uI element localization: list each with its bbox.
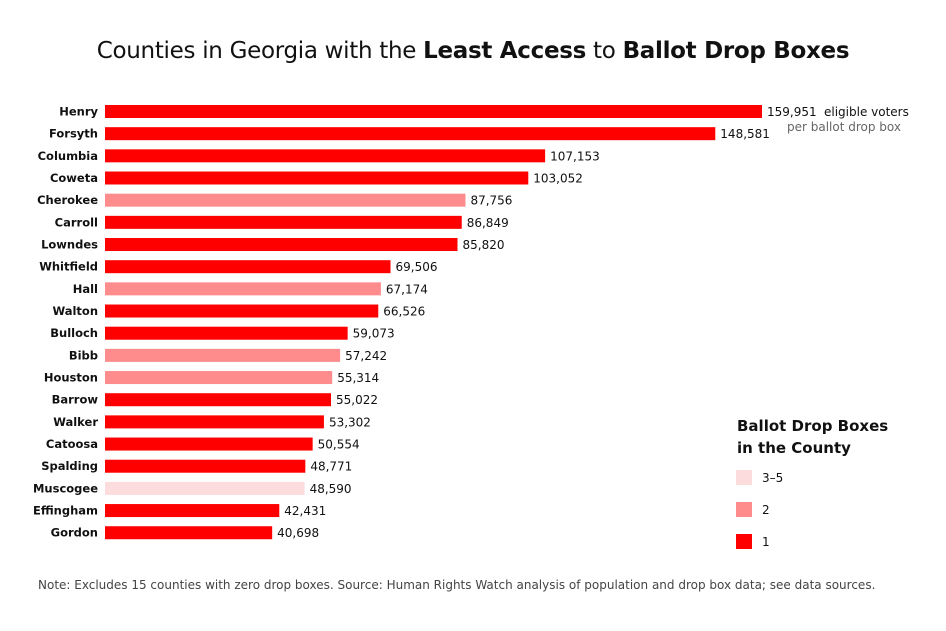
category-label: Columbia — [38, 149, 98, 163]
value-label: 55,314 — [337, 371, 379, 385]
legend-label: 3–5 — [762, 471, 783, 485]
value-label: 40,698 — [277, 526, 319, 540]
bar — [105, 371, 333, 385]
category-label: Cherokee — [37, 193, 98, 207]
legend-swatch — [736, 502, 752, 517]
value-label: 66,526 — [383, 305, 425, 319]
value-label: 86,849 — [467, 216, 509, 230]
bar — [105, 127, 716, 141]
legend-swatch — [736, 534, 752, 549]
bar — [105, 526, 273, 540]
value-label: 159,951 — [767, 105, 817, 119]
value-label: 59,073 — [353, 327, 395, 341]
category-label: Lowndes — [41, 238, 98, 252]
bar — [105, 304, 379, 318]
category-label: Gordon — [51, 526, 98, 540]
value-label: 67,174 — [386, 282, 428, 296]
unit-label-line2: per ballot drop box — [787, 120, 901, 134]
bar — [105, 282, 381, 296]
bar — [105, 171, 529, 185]
category-label: Hall — [73, 282, 98, 296]
value-label: 57,242 — [345, 349, 387, 363]
title-part-bold: Least Access — [423, 38, 587, 64]
value-label: 50,554 — [318, 438, 360, 452]
legend-swatch — [736, 470, 752, 485]
bar — [105, 215, 462, 229]
value-label: 148,581 — [720, 127, 770, 141]
value-label: 69,506 — [395, 260, 437, 274]
bar — [105, 437, 313, 451]
value-label: 103,052 — [533, 172, 583, 186]
category-label: Bibb — [69, 348, 98, 362]
bar — [105, 348, 341, 362]
bar — [105, 459, 306, 473]
value-label: 48,771 — [310, 460, 352, 474]
legend-title-line2: in the County — [737, 439, 851, 457]
bar — [105, 149, 546, 163]
legend-label: 1 — [762, 535, 770, 549]
category-label: Houston — [44, 371, 98, 385]
legend-label: 2 — [762, 503, 770, 517]
legend-title-line1: Ballot Drop Boxes — [737, 417, 888, 435]
title-part-bold: Ballot Drop Boxes — [622, 38, 850, 64]
category-label: Effingham — [33, 504, 98, 518]
category-label: Muscogee — [33, 481, 98, 495]
legend: Ballot Drop Boxes in the County 3–5 2 1 — [736, 417, 888, 549]
value-label: 53,302 — [329, 415, 371, 429]
category-label: Bulloch — [50, 326, 98, 340]
category-label: Walker — [53, 415, 98, 429]
category-label: Barrow — [52, 393, 99, 407]
category-label: Spalding — [41, 459, 98, 473]
value-label: 48,590 — [310, 482, 352, 496]
bar — [105, 481, 305, 495]
unit-label: eligible voters — [824, 105, 909, 119]
bar — [105, 504, 280, 518]
bar — [105, 326, 348, 340]
title-part: Counties in Georgia with the — [96, 38, 424, 64]
title-part: to — [586, 38, 623, 64]
value-label: 107,153 — [550, 149, 600, 163]
category-label: Carroll — [55, 215, 98, 229]
chart-title: Counties in Georgia with the Least Acces… — [0, 38, 946, 64]
bar — [105, 193, 466, 207]
value-label: 85,820 — [463, 238, 505, 252]
category-label: Walton — [52, 304, 98, 318]
category-label: Henry — [59, 105, 98, 119]
category-label: Catoosa — [46, 437, 98, 451]
bar — [105, 238, 458, 252]
bar — [105, 415, 324, 429]
category-label: Forsyth — [49, 127, 98, 141]
value-label: 55,022 — [336, 393, 378, 407]
value-label: 42,431 — [284, 504, 326, 518]
bar — [105, 105, 762, 118]
footnote: Note: Excludes 15 counties with zero dro… — [38, 578, 876, 592]
category-label: Whitfield — [39, 260, 98, 274]
bar — [105, 393, 332, 407]
value-label: 87,756 — [470, 194, 512, 208]
category-label: Coweta — [50, 171, 98, 185]
bar — [105, 260, 391, 274]
